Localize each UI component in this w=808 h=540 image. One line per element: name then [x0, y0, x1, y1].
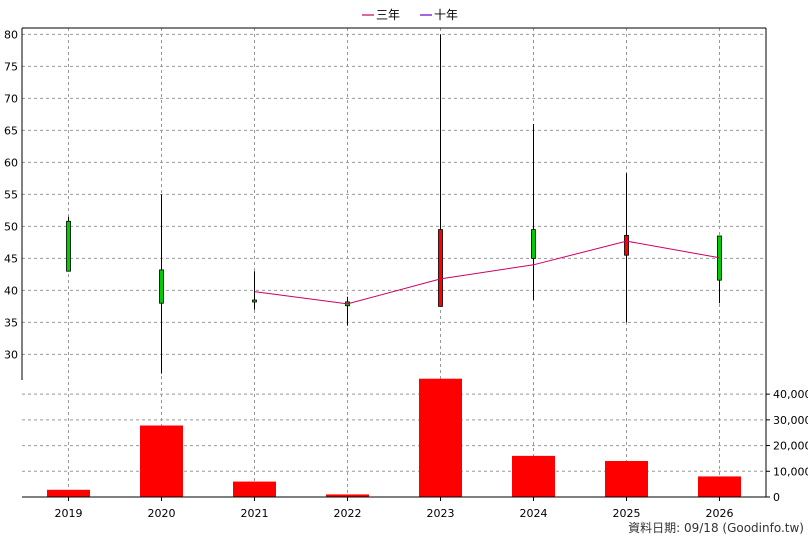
price-y-tick-label: 30 [4, 348, 18, 361]
price-y-tick-label: 80 [4, 28, 18, 41]
x-tick-label: 2020 [148, 507, 176, 520]
price-plot-area [22, 28, 766, 380]
x-tick-label: 2022 [334, 507, 362, 520]
x-tick-label: 2024 [520, 507, 548, 520]
x-tick-label: 2023 [427, 507, 455, 520]
legend-label: 三年 [376, 8, 400, 22]
x-tick-label: 2026 [706, 507, 734, 520]
candle-body [717, 235, 722, 281]
legend-label: 十年 [434, 8, 458, 22]
candle-body [624, 234, 629, 256]
candle-body [438, 229, 443, 307]
price-y-tick-label: 60 [4, 156, 18, 169]
volume-y-tick-label: 10,000 [773, 465, 808, 478]
candle-body [159, 269, 164, 304]
data-date-footer: 資料日期: 09/18 (Goodinfo.tw) [628, 521, 804, 535]
candle-body [252, 299, 257, 303]
volume-bar [326, 494, 369, 497]
price-y-tick-label: 75 [4, 60, 18, 73]
volume-bar [140, 425, 183, 497]
price-y-tick-label: 50 [4, 220, 18, 233]
volume-y-tick-label: 40,000 [773, 388, 808, 401]
price-y-tick-label: 55 [4, 188, 18, 201]
volume-panel: 0 10,000 20,000 30,000 40,000 2019 2020 2021 202… [22, 378, 808, 520]
volume-y-tick-label: 0 [773, 491, 780, 504]
volume-bar [47, 489, 90, 497]
chart-legend: 三年 十年 [362, 8, 458, 22]
price-y-tick-label: 45 [4, 252, 18, 265]
volume-y-tick-label: 20,000 [773, 440, 808, 453]
x-tick-label: 2019 [55, 507, 83, 520]
volume-bar [512, 455, 555, 497]
average-line [254, 240, 720, 305]
volume-bar [605, 461, 648, 497]
volume-bar [698, 476, 741, 497]
price-y-tick-label: 40 [4, 284, 18, 297]
price-panel: 30 35 40 45 50 55 60 65 70 75 80 [4, 27, 767, 497]
volume-y-tick-label: 30,000 [773, 414, 808, 427]
x-tick-label: 2025 [613, 507, 641, 520]
x-tick-label: 2021 [241, 507, 269, 520]
volume-bar [233, 481, 276, 497]
price-y-tick-label: 70 [4, 92, 18, 105]
price-y-tick-label: 35 [4, 316, 18, 329]
price-y-tick-label: 65 [4, 124, 18, 137]
candle-body [531, 229, 536, 259]
volume-bar [419, 378, 462, 497]
candle-body [66, 220, 71, 272]
